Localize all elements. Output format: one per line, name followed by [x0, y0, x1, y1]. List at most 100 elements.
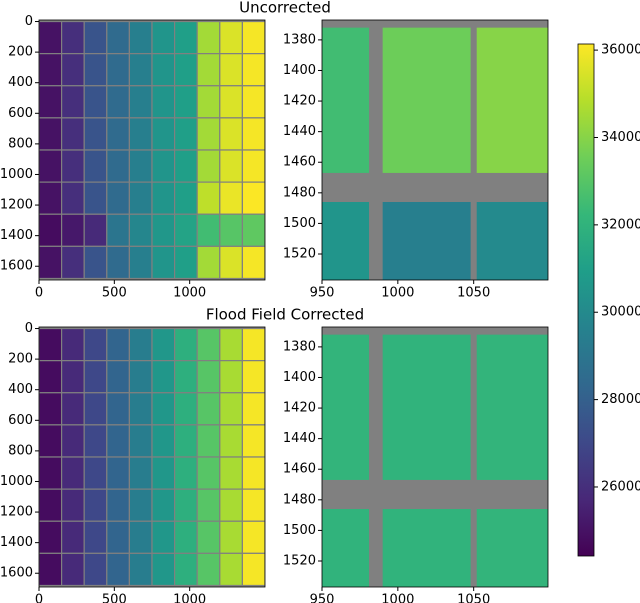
cell [60, 360, 85, 394]
cell [241, 117, 265, 151]
cell [83, 117, 108, 151]
cell [241, 488, 265, 522]
cell [241, 327, 265, 362]
cell [60, 488, 85, 522]
cell [196, 360, 221, 394]
y-tick-label: 1000 [0, 474, 33, 489]
cell [196, 117, 221, 151]
cell [151, 552, 176, 587]
cell [151, 392, 176, 426]
cell [39, 245, 63, 280]
cell [196, 53, 221, 87]
cell [83, 245, 108, 280]
cell [83, 149, 108, 183]
cell [106, 245, 131, 280]
cell [151, 245, 176, 280]
cell [219, 424, 244, 458]
cell [241, 245, 265, 280]
cell [39, 488, 63, 522]
cell [174, 245, 198, 280]
cell [219, 327, 244, 362]
y-tick-label: 1460 [283, 462, 316, 477]
cell [83, 53, 108, 87]
cell [476, 334, 548, 480]
cell [83, 424, 108, 458]
cell [128, 552, 153, 587]
y-tick-label: 600 [8, 106, 33, 121]
cell [382, 334, 471, 480]
cell [60, 392, 85, 426]
cell [128, 360, 153, 394]
y-tick-label: 1200 [0, 198, 33, 213]
cell [60, 149, 85, 183]
x-tick-label: 0 [35, 286, 43, 301]
y-tick-label: 400 [8, 382, 33, 397]
image [322, 20, 548, 280]
cell [39, 552, 63, 587]
cell [39, 424, 63, 458]
image [39, 327, 265, 587]
cell [219, 456, 244, 490]
cell [39, 149, 63, 183]
cell [128, 392, 153, 426]
y-tick-label: 1520 [283, 247, 316, 262]
cell [60, 327, 85, 362]
cell [83, 327, 108, 362]
y-tick-label: 1380 [283, 32, 316, 47]
cell [60, 181, 85, 215]
cell [39, 213, 63, 247]
y-tick-label: 1440 [283, 431, 316, 446]
cell [219, 85, 244, 119]
cell [174, 20, 198, 55]
y-tick-label: 1400 [0, 535, 33, 550]
y-tick-label: 1400 [283, 63, 316, 78]
cell [39, 392, 63, 426]
y-tick-label: 1420 [283, 401, 316, 416]
cell [128, 424, 153, 458]
cell [106, 520, 131, 554]
x-tick-label: 1050 [457, 286, 490, 301]
cell [128, 181, 153, 215]
cell [128, 53, 153, 87]
cell [151, 327, 176, 362]
cell [322, 202, 370, 280]
cell [241, 360, 265, 394]
y-tick-label: 1000 [0, 167, 33, 182]
cell [219, 245, 244, 280]
image [322, 327, 548, 587]
cell [196, 456, 221, 490]
cell [39, 520, 63, 554]
x-tick-label: 1000 [173, 286, 206, 301]
y-tick-label: 1400 [283, 370, 316, 385]
cell [219, 149, 244, 183]
cell [382, 27, 471, 173]
x-tick-label: 950 [310, 593, 335, 603]
cell [322, 509, 370, 587]
cell [196, 245, 221, 280]
cell [174, 360, 198, 394]
cell [241, 213, 265, 247]
cell [60, 552, 85, 587]
cell [106, 552, 131, 587]
cell [174, 149, 198, 183]
cell [83, 488, 108, 522]
cell [128, 327, 153, 362]
cell [219, 20, 244, 55]
cell [476, 202, 548, 280]
cell [241, 181, 265, 215]
colorbar-tick-label: 30000 [601, 305, 640, 320]
y-tick-label: 200 [8, 45, 33, 60]
cell [60, 85, 85, 119]
colorbar-tick-label: 26000 [601, 479, 640, 494]
cell [106, 117, 131, 151]
y-tick-label: 1500 [283, 523, 316, 538]
cell [174, 85, 198, 119]
cell [174, 53, 198, 87]
cell [241, 53, 265, 87]
cell [83, 520, 108, 554]
cell [151, 424, 176, 458]
cell [83, 20, 108, 55]
cell [151, 360, 176, 394]
y-tick-label: 1400 [0, 228, 33, 243]
cell [106, 149, 131, 183]
